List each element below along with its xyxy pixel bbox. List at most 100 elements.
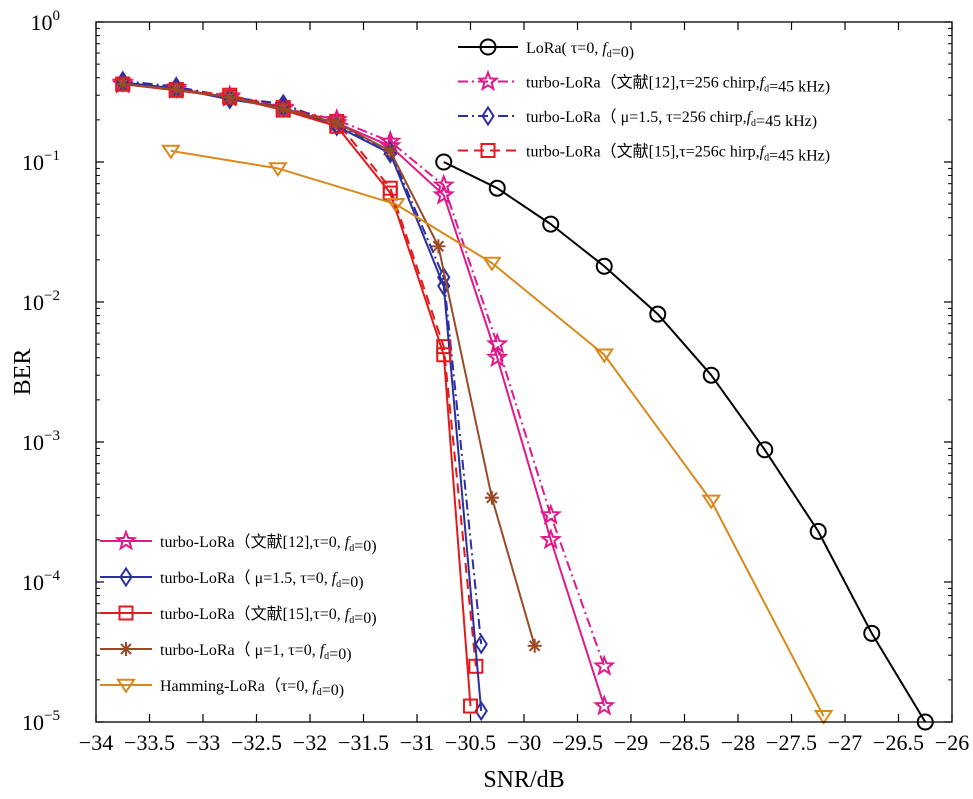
legend-entry: turbo-LoRa（ μ=1.5, τ=256 chirp,fd=45 kHz… — [458, 105, 817, 130]
series-7-point-stroke — [277, 103, 289, 115]
legend-marker-shape — [116, 678, 136, 694]
legend-marker — [116, 678, 136, 694]
series-7-point — [169, 82, 184, 97]
y-tick-label: 10−1 — [22, 148, 60, 175]
series-0-point-shape — [595, 257, 613, 275]
series-0-point — [809, 522, 827, 540]
legend-label: turbo-LoRa（ μ=1, τ=0, fd=0) — [160, 641, 352, 663]
series-0-point — [756, 441, 774, 459]
series-7-point — [222, 90, 237, 105]
chart-axes: −34 −33.5 −33 −32.5 −32 −31.5 −31 −30.5 −30 −29.5… — [22, 8, 969, 755]
legend-marker-shape — [118, 605, 134, 621]
legend-marker — [480, 143, 496, 158]
legend-marker — [119, 566, 133, 588]
series-7 — [115, 77, 542, 653]
series-0-point — [542, 215, 560, 233]
legend-label: turbo-LoRa（文献[12],τ=0, fd=0) — [160, 533, 377, 555]
series-2-line — [122, 79, 483, 645]
legend-label: turbo-LoRa（文献[15],τ=0, fd=0) — [160, 605, 377, 627]
series-7-point — [431, 239, 446, 254]
series-4-point — [485, 345, 509, 368]
legend-label: LoRa( τ=0, fd=0) — [526, 40, 634, 61]
series-8-point-shape — [268, 162, 288, 178]
series-0-point-shape — [863, 624, 881, 642]
series-0-point — [649, 305, 667, 323]
series-7-point-stroke — [224, 91, 236, 104]
legend-label: Hamming-LoRa（τ=0, fd=0) — [160, 677, 344, 699]
x-tick-label: −33 — [186, 730, 220, 755]
series-0-point — [595, 257, 613, 275]
legend-marker — [476, 69, 500, 92]
series-8-point-shape — [594, 348, 615, 364]
series-7-point-stroke — [331, 117, 343, 129]
legend-marker-shape — [481, 105, 495, 127]
series-7-point-stroke — [384, 145, 396, 157]
series-0-point — [488, 179, 506, 197]
series-4-point-shape — [432, 183, 456, 205]
series-5-point — [437, 275, 451, 297]
series-1-point — [432, 173, 456, 196]
series-5-point-shape — [437, 275, 451, 297]
series-8-point-shape — [385, 197, 406, 213]
legend-marker-shape — [476, 69, 500, 92]
x-tick-label: −31 — [400, 730, 434, 755]
series-8-point — [268, 162, 288, 178]
x-tick-label: −33.5 — [124, 730, 175, 755]
x-tick-label: −30 — [507, 730, 541, 755]
series-8-point-shape — [813, 710, 834, 725]
legend-label: turbo-LoRa（ μ=1.5, τ=0, fd=0) — [160, 569, 364, 591]
legend-entry: turbo-LoRa（文献[15],τ=0, fd=0) — [100, 605, 377, 627]
legend-entry: turbo-LoRa（文献[12],τ=0, fd=0) — [100, 529, 377, 555]
legend-marker — [481, 105, 495, 127]
legend-entry: LoRa( τ=0, fd=0) — [458, 38, 634, 61]
series-0-point — [702, 366, 720, 384]
series-4-point — [539, 528, 563, 550]
series-0-point-shape — [435, 153, 453, 171]
series-8-point — [385, 197, 406, 213]
series-7-point — [527, 638, 542, 653]
y-tick-label: 10−3 — [22, 428, 60, 455]
chart-marks — [111, 70, 934, 731]
legend-bottom-left: turbo-LoRa（文献[12],τ=0, fd=0) turbo-LoRa（ … — [100, 529, 377, 699]
legend-label: turbo-LoRa（文献[12],τ=256 chirp,fd=45 kHz) — [526, 74, 830, 96]
series-0-point — [435, 153, 453, 171]
x-tick-label: −28.5 — [659, 730, 710, 755]
legend-entry: Hamming-LoRa（τ=0, fd=0) — [100, 677, 344, 699]
x-tick-label: −30.5 — [445, 730, 496, 755]
series-7-point-stroke — [170, 83, 182, 96]
series-8-point — [161, 144, 181, 160]
legend-entry: turbo-LoRa（ μ=1, τ=0, fd=0) — [100, 641, 352, 663]
x-tick-label: −27.5 — [766, 730, 817, 755]
series-6-point — [463, 698, 478, 714]
legend-marker — [118, 605, 134, 621]
legend-entry: turbo-LoRa（文献[15],τ=256c hirp,fd=45 kHz) — [458, 143, 830, 165]
series-7-point — [276, 101, 291, 116]
series-8-point — [813, 710, 834, 725]
series-8-point-shape — [482, 256, 502, 272]
legend-marker — [479, 38, 497, 56]
series-7-point-stroke — [432, 240, 445, 253]
series-7-point-stroke — [117, 78, 129, 90]
x-tick-label: −29 — [614, 730, 648, 755]
legend-marker — [114, 529, 138, 551]
legend-marker-shape — [479, 38, 497, 56]
series-8-point — [594, 348, 615, 364]
series-4-point-shape — [592, 694, 616, 716]
series-0-point-shape — [649, 305, 667, 323]
series-8-point-shape — [701, 494, 722, 510]
legend-label: turbo-LoRa（文献[15],τ=256c hirp,fd=45 kHz) — [526, 143, 830, 165]
legend-marker-stroke — [120, 643, 132, 655]
series-8-point-shape — [161, 144, 181, 160]
x-axis-label: SNR/dB — [483, 767, 564, 793]
legend-entry: turbo-LoRa（文献[12],τ=256 chirp,fd=45 kHz) — [458, 69, 830, 96]
series-0-point-shape — [702, 366, 720, 384]
series-0-point-shape — [542, 215, 560, 233]
series-7-point — [484, 490, 499, 505]
series-4-point — [432, 183, 456, 205]
series-7-point — [383, 143, 398, 158]
series-0-line — [443, 161, 927, 723]
legend-marker-shape — [480, 143, 496, 158]
series-1-point-shape — [592, 654, 616, 676]
